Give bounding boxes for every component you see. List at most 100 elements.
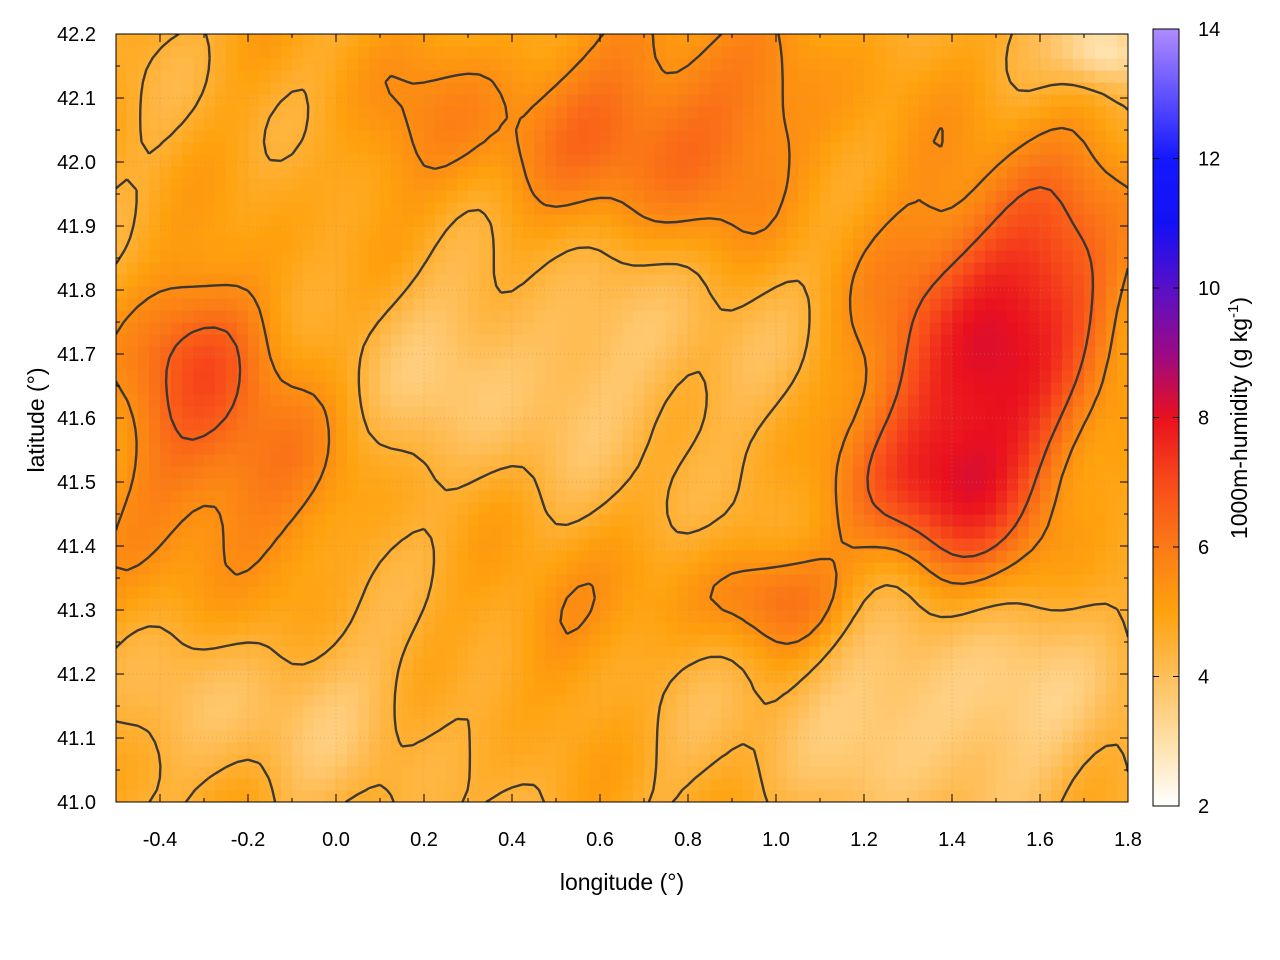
heatmap-cell <box>963 526 975 539</box>
heatmap-cell <box>567 730 579 743</box>
heatmap-cell <box>248 790 260 802</box>
heatmap-cell <box>688 202 700 215</box>
heatmap-cell <box>468 394 480 407</box>
heatmap-cell <box>787 766 799 779</box>
heatmap-cell <box>578 682 590 695</box>
heatmap-cell <box>1073 274 1085 287</box>
heatmap-cell <box>600 754 612 767</box>
heatmap-cell <box>116 346 128 359</box>
heatmap-cell <box>864 178 876 191</box>
heatmap-cell <box>226 658 238 671</box>
heatmap-cell <box>1029 766 1041 779</box>
heatmap-cell <box>303 610 315 623</box>
heatmap-cell <box>908 154 920 167</box>
heatmap-cell <box>952 346 964 359</box>
heatmap-cell <box>820 658 832 671</box>
heatmap-cell <box>1073 298 1085 311</box>
heatmap-cell <box>710 502 722 515</box>
heatmap-cell <box>556 658 568 671</box>
heatmap-cell <box>248 358 260 371</box>
heatmap-cell <box>556 682 568 695</box>
heatmap-cell <box>512 406 524 419</box>
heatmap-cell <box>512 274 524 287</box>
heatmap-cell <box>116 190 128 203</box>
heatmap-cell <box>1051 622 1063 635</box>
heatmap-cell <box>1018 706 1030 719</box>
heatmap-cell <box>479 346 491 359</box>
heatmap-cell <box>380 778 392 791</box>
heatmap-cell <box>336 178 348 191</box>
heatmap-cell <box>930 670 942 683</box>
heatmap-cell <box>512 214 524 227</box>
heatmap-cell <box>897 454 909 467</box>
heatmap-cell <box>435 706 447 719</box>
heatmap-cell <box>633 250 645 263</box>
heatmap-cell <box>589 178 601 191</box>
heatmap-cell <box>963 334 975 347</box>
heatmap-cell <box>1040 178 1052 191</box>
heatmap-cell <box>523 490 535 503</box>
heatmap-cell <box>831 610 843 623</box>
heatmap-cell <box>908 610 920 623</box>
heatmap-cell <box>567 358 579 371</box>
heatmap-cell <box>644 718 656 731</box>
heatmap-cell <box>567 670 579 683</box>
heatmap-cell <box>303 310 315 323</box>
heatmap-cell <box>787 706 799 719</box>
heatmap-cell <box>963 346 975 359</box>
heatmap-cell <box>1029 574 1041 587</box>
heatmap-cell <box>578 778 590 791</box>
heatmap-cell <box>875 370 887 383</box>
heatmap-cell <box>512 154 524 167</box>
heatmap-cell <box>149 310 161 323</box>
heatmap-cell <box>1007 406 1019 419</box>
heatmap-cell <box>446 382 458 395</box>
heatmap-cell <box>930 718 942 731</box>
heatmap-cell <box>171 586 183 599</box>
heatmap-cell <box>721 202 733 215</box>
heatmap-cell <box>534 682 546 695</box>
heatmap-cell <box>1040 778 1052 791</box>
heatmap-cell <box>138 454 150 467</box>
heatmap-cell <box>336 322 348 335</box>
heatmap-cell <box>633 478 645 491</box>
heatmap-cell <box>787 502 799 515</box>
heatmap-cell <box>391 394 403 407</box>
heatmap-cell <box>655 598 667 611</box>
heatmap-cell <box>490 730 502 743</box>
heatmap-cell <box>787 454 799 467</box>
heatmap-cell <box>853 166 865 179</box>
heatmap-cell <box>226 298 238 311</box>
heatmap-cell <box>633 586 645 599</box>
heatmap-cell <box>974 202 986 215</box>
heatmap-cell <box>336 718 348 731</box>
heatmap-cell <box>622 634 634 647</box>
heatmap-cell <box>897 178 909 191</box>
heatmap-cell <box>1106 526 1118 539</box>
heatmap-cell <box>897 406 909 419</box>
heatmap-cell <box>534 274 546 287</box>
heatmap-cell <box>941 742 953 755</box>
heatmap-cell <box>710 790 722 802</box>
heatmap-cell <box>1007 658 1019 671</box>
heatmap-cell <box>424 550 436 563</box>
heatmap-cell <box>820 238 832 251</box>
heatmap-cell <box>369 742 381 755</box>
heatmap-cell <box>1018 526 1030 539</box>
heatmap-cell <box>567 250 579 263</box>
heatmap-cell <box>1018 466 1030 479</box>
heatmap-cell <box>336 202 348 215</box>
heatmap-cell <box>776 358 788 371</box>
heatmap-cell <box>864 190 876 203</box>
heatmap-cell <box>512 298 524 311</box>
heatmap-cell <box>534 574 546 587</box>
heatmap-cell <box>974 370 986 383</box>
heatmap-cell <box>292 286 304 299</box>
heatmap-cell <box>424 694 436 707</box>
heatmap-cell <box>1062 670 1074 683</box>
heatmap-cell <box>314 478 326 491</box>
heatmap-cell <box>1095 214 1107 227</box>
heatmap-cell <box>248 166 260 179</box>
heatmap-cell <box>776 562 788 575</box>
heatmap-cell <box>941 286 953 299</box>
